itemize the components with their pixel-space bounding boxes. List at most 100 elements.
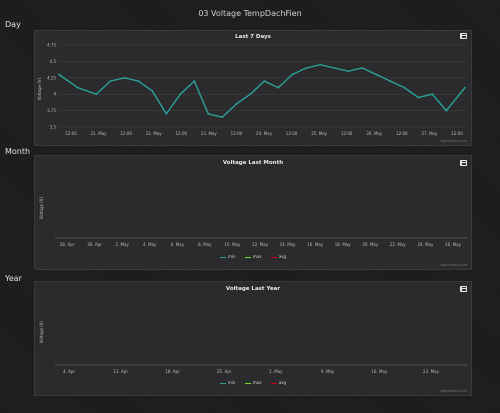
data-point <box>76 86 79 89</box>
chart-title: Last 7 Days <box>235 34 271 40</box>
chart-panel-month: Voltage Last Month Voltage (V) 28. Apr 30… <box>34 155 472 270</box>
y-tick-label: 3.5 <box>50 125 57 130</box>
chart-title: Voltage Last Year <box>225 286 281 292</box>
legend-item-avg[interactable]: avg <box>270 380 286 385</box>
x-tick-label: 10. May <box>224 242 241 247</box>
x-tick-label: 12:00 <box>231 131 243 136</box>
legend-item-avg[interactable]: avg <box>270 254 286 259</box>
data-point <box>277 86 280 89</box>
data-point <box>375 73 378 76</box>
y-axis-label: Voltage (V) <box>37 77 42 100</box>
hamburger-icon[interactable] <box>460 286 467 292</box>
x-tick-label: 16. May <box>371 369 388 374</box>
data-point <box>445 109 448 112</box>
chart-title: Voltage Last Month <box>222 160 284 166</box>
x-tick-label: 12:00 <box>341 131 353 136</box>
x-tick-label: 24. May <box>256 131 273 136</box>
x-tick-label: 12:00 <box>65 131 77 136</box>
y-tick-label: 4.25 <box>47 75 56 80</box>
legend-item-min[interactable]: min <box>219 380 235 385</box>
data-point <box>207 112 210 115</box>
x-tick-label: 2. May <box>115 242 129 247</box>
data-point <box>109 80 112 82</box>
data-point <box>431 93 434 96</box>
data-point <box>417 96 420 99</box>
x-tick-label: 12:00 <box>120 131 132 136</box>
x-tick-label: 12:00 <box>451 131 463 136</box>
chart-credit: Highcharts.com <box>439 139 467 143</box>
x-tick-label: 12. May <box>252 242 269 247</box>
y-tick-label: 4.75 <box>47 43 56 48</box>
data-point <box>249 93 252 96</box>
legend-item-min[interactable]: min <box>219 254 235 259</box>
x-tick-label: 6. May <box>171 242 185 247</box>
x-tick-label: 27. May <box>421 131 438 136</box>
data-point <box>165 112 168 115</box>
x-tick-label: 22. May <box>390 242 407 247</box>
chart-plot-day: Voltage (V) 3.5 3.75 4 4.25 4.5 4.75 12:00 21.… <box>37 43 466 136</box>
x-tick-label: 8. May <box>198 242 212 247</box>
data-point <box>137 80 140 82</box>
page-title: 03 Voltage TempDachFien <box>198 9 302 18</box>
x-tick-label: 9. May <box>321 369 335 374</box>
chart-credit: Highcharts.com <box>439 389 467 393</box>
x-tick-label: 23. May <box>201 131 218 136</box>
data-point <box>319 63 322 66</box>
chart-credit: Highcharts.com <box>439 263 467 267</box>
data-point <box>123 76 126 79</box>
x-tick-label: 4. May <box>143 242 157 247</box>
x-tick-label: 18. Apr <box>165 369 180 374</box>
x-tick-label: 16. May <box>307 242 324 247</box>
chart-panel-year: Voltage Last Year Voltage (V) 4. Apr 11. … <box>34 281 472 396</box>
chart-plot-month: Voltage (V) 28. Apr 30. Apr 2. May 4. May 6.… <box>39 196 467 247</box>
x-tick-label: 28. Apr <box>60 242 75 247</box>
hamburger-icon[interactable] <box>460 33 467 39</box>
x-tick-label: 20. May <box>362 242 379 247</box>
y-axis-label: Voltage (V) <box>39 196 44 219</box>
data-point <box>389 80 392 82</box>
chart-legend: min max avg <box>35 254 471 259</box>
chart-plot-year: Voltage (V) 4. Apr 11. Apr 18. Apr 25. Apr 2… <box>39 320 467 374</box>
x-tick-label: 14. May <box>280 242 297 247</box>
x-tick-label: 21. May <box>91 131 108 136</box>
data-point <box>179 93 182 96</box>
x-tick-label: 26. May <box>366 131 383 136</box>
data-point <box>403 86 406 89</box>
legend-item-max[interactable]: max <box>244 380 261 385</box>
x-tick-label: 25. May <box>311 131 328 136</box>
data-point <box>235 103 238 105</box>
x-tick-label: 12:00 <box>176 131 188 136</box>
legend-item-max[interactable]: max <box>244 254 261 259</box>
section-label-year: Year <box>5 274 22 283</box>
data-point <box>193 80 196 82</box>
section-label-month: Month <box>5 147 31 156</box>
y-tick-label: 4.5 <box>50 59 57 64</box>
x-tick-label: 25. Apr <box>217 369 232 374</box>
x-tick-label: 30. Apr <box>87 242 102 247</box>
x-tick-label: 4. Apr <box>63 369 75 374</box>
chart-legend: min max avg <box>35 380 471 385</box>
data-point <box>58 73 60 76</box>
y-tick-label: 4 <box>53 92 56 97</box>
x-tick-label: 12:00 <box>286 131 298 136</box>
hamburger-icon[interactable] <box>460 160 467 166</box>
data-point <box>333 67 336 69</box>
data-point <box>263 80 266 82</box>
x-tick-label: 24. May <box>417 242 434 247</box>
x-tick-label: 23. May <box>423 369 440 374</box>
x-tick-label: 11. Apr <box>113 369 128 374</box>
data-point <box>361 67 364 69</box>
x-tick-label: 18. May <box>335 242 352 247</box>
chart-panel-day: Last 7 Days Voltage (V) 3.5 3.75 4 4.25 4.5 4… <box>34 30 472 146</box>
section-label-day: Day <box>5 20 21 29</box>
x-tick-label: 12:00 <box>396 131 408 136</box>
data-point <box>291 73 294 76</box>
data-point <box>305 67 308 69</box>
y-tick-label: 3.75 <box>47 108 56 113</box>
x-tick-label: 22. May <box>146 131 163 136</box>
series-line <box>58 63 466 118</box>
x-tick-label: 2. May <box>269 369 283 374</box>
data-point <box>151 90 154 92</box>
y-axis-label: Voltage (V) <box>39 320 44 343</box>
data-point <box>347 70 350 73</box>
